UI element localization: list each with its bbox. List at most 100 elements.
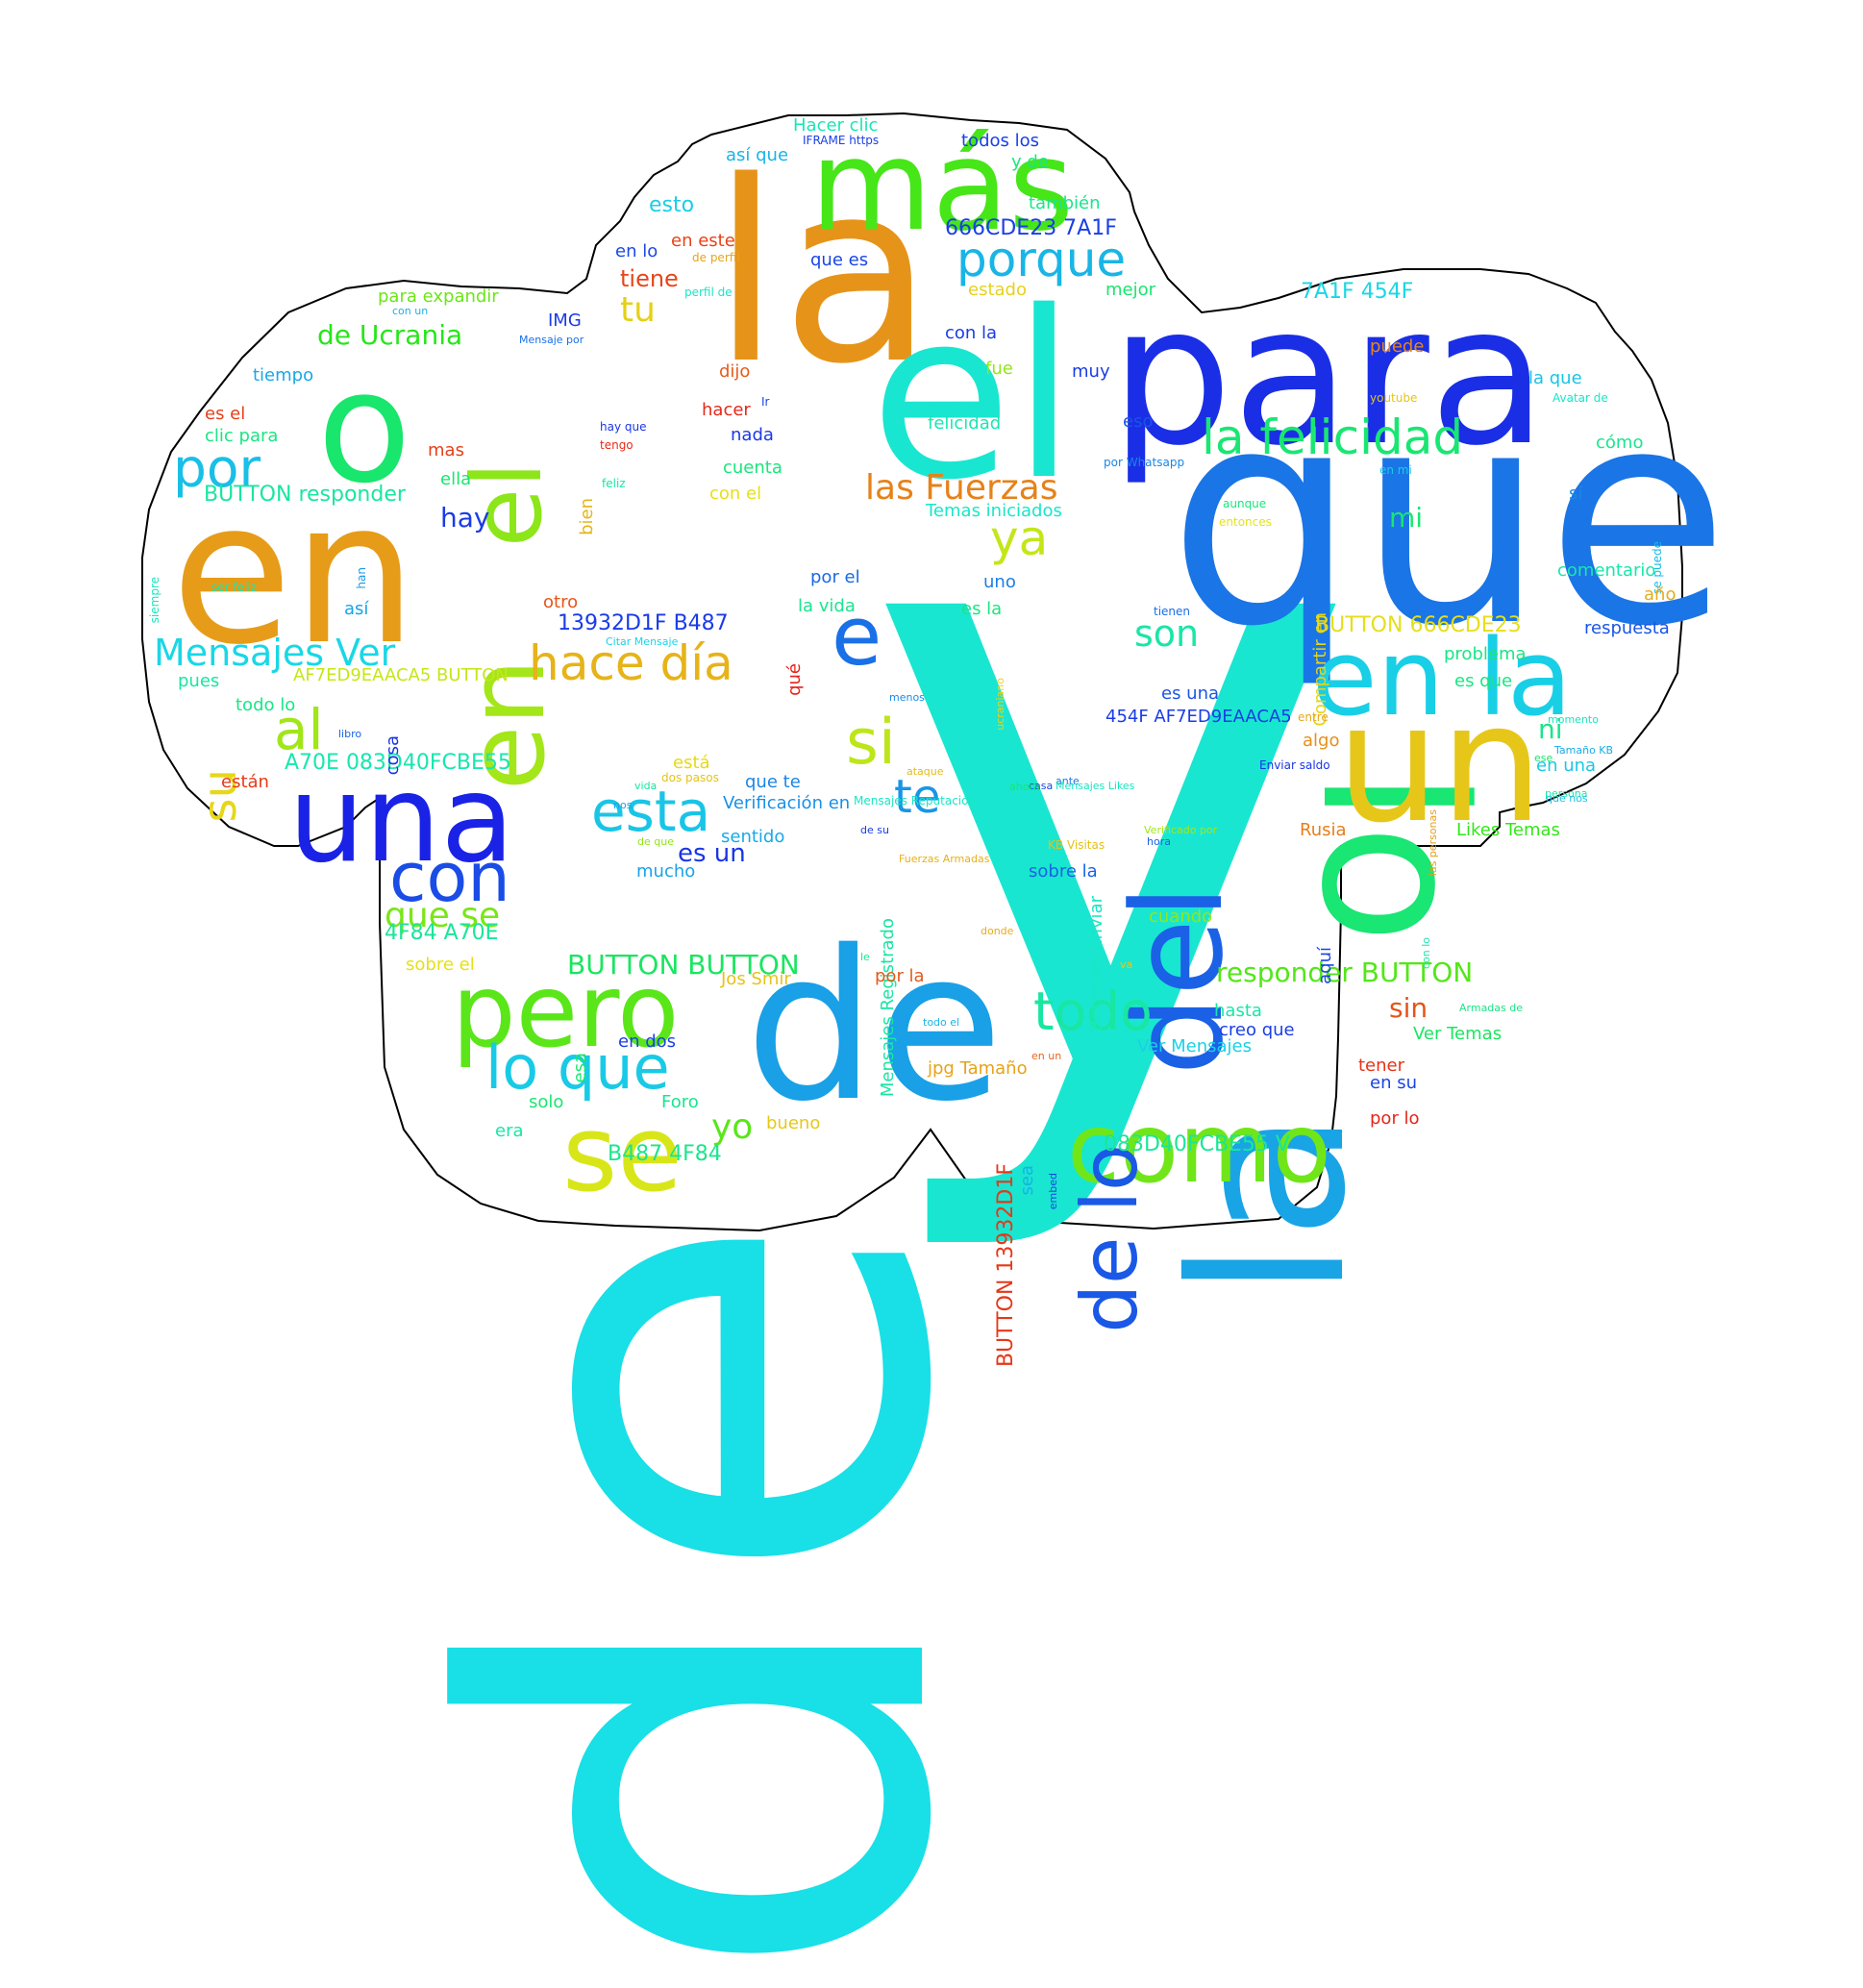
cloud-word: aunque: [1223, 497, 1267, 510]
cloud-word: hace día: [529, 635, 733, 691]
cloud-word: ese: [1534, 752, 1553, 764]
cloud-word: entre: [1298, 710, 1329, 724]
cloud-word: ante: [1056, 775, 1080, 787]
cloud-word: mejor: [1105, 280, 1156, 300]
cloud-word: la: [711, 129, 934, 419]
cloud-word: en su: [1370, 1073, 1417, 1093]
cloud-word: todo el: [923, 1016, 960, 1029]
cloud-word: Mensajes Ver: [154, 632, 396, 674]
cloud-word: una: [288, 750, 515, 889]
cloud-word: embed: [1047, 1173, 1059, 1210]
cloud-word: de Ucrania: [317, 319, 463, 351]
cloud-word: siempre: [148, 577, 161, 624]
cloud-word: 7A1F 454F: [1301, 280, 1414, 304]
cloud-word: ahora: [1009, 781, 1040, 793]
cloud-word: esa: [570, 1053, 590, 1083]
cloud-word: yo: [711, 1107, 754, 1147]
cloud-word: lo que: [485, 1032, 670, 1103]
cloud-word: que es: [810, 250, 869, 270]
cloud-word: para expandir: [378, 286, 499, 307]
cloud-word: de: [343, 1206, 1070, 1988]
cloud-word: 13932D1F B487: [558, 611, 729, 635]
cloud-word: responder BUTTON: [1216, 957, 1474, 988]
cloud-word: tienen: [1154, 605, 1191, 618]
cloud-word: con el: [709, 484, 762, 504]
cloud-word: ella: [440, 469, 472, 489]
cloud-word: si: [846, 707, 896, 779]
cloud-word: en la: [1312, 616, 1573, 739]
cloud-word: Temas iniciados: [926, 501, 1062, 521]
cloud-word: también: [1029, 193, 1101, 213]
cloud-word: más: [810, 112, 1075, 259]
cloud-word: problema: [1444, 644, 1527, 664]
cloud-word: así que: [726, 145, 789, 165]
cloud-word: Enviar saldo: [1259, 758, 1330, 772]
cloud-word: hay que: [600, 420, 647, 434]
cloud-word: mi: [1389, 502, 1424, 534]
cloud-word: vida: [634, 780, 658, 792]
cloud-word: la felicidad: [1202, 410, 1464, 465]
cloud-word: Rusia: [1300, 820, 1347, 840]
cloud-word: Hacer clic: [793, 115, 879, 136]
cloud-word: pero: [452, 953, 680, 1070]
cloud-word: hay: [440, 502, 490, 534]
cloud-word: las personas: [1427, 809, 1439, 877]
cloud-word: el: [870, 261, 1077, 531]
cloud-word: nada: [731, 425, 774, 445]
cloud-word: Ver Mensajes: [1137, 1036, 1252, 1056]
cloud-word: A70E 083D40FCBE55: [285, 751, 511, 775]
cloud-word: la vida: [798, 596, 856, 616]
cloud-word: la que: [1528, 368, 1582, 388]
cloud-word: comentario: [1557, 560, 1656, 581]
cloud-word: va: [1120, 958, 1133, 971]
cloud-word: todos los: [961, 131, 1039, 151]
cloud-word: creo que: [1219, 1020, 1295, 1040]
cloud-word: IMG: [548, 311, 582, 331]
cloud-word: tiempo: [253, 365, 314, 385]
cloud-word: Ir: [761, 395, 770, 409]
cloud-word: Verificación en: [723, 793, 851, 813]
cloud-word: aquí: [1315, 947, 1335, 984]
cloud-word: un: [1336, 669, 1544, 859]
cloud-word: esta: [591, 779, 711, 844]
cloud-word: BUTTON 13932D1F: [994, 1163, 1018, 1368]
cloud-outline: [141, 112, 1683, 1232]
cloud-word: Avatar de: [1552, 391, 1608, 405]
cloud-word: sin: [1389, 992, 1428, 1024]
cloud-word: con: [389, 838, 510, 917]
cloud-word: sobre la: [1029, 861, 1098, 882]
cloud-word: en: [171, 460, 418, 688]
cloud-word: 4F84 A70E: [385, 921, 499, 945]
cloud-word: en lo: [615, 241, 658, 261]
cloud-word: tener: [1358, 1056, 1405, 1076]
cloud-word: que: [1168, 345, 1729, 692]
cloud-word: AF7ED9EAACA5 BUTTON: [293, 665, 509, 685]
cloud-word: o: [317, 337, 411, 517]
cloud-word: dos pasos: [661, 771, 719, 784]
cloud-word: hacer: [702, 400, 751, 420]
cloud-word: Compartir en: [1310, 612, 1330, 727]
cloud-word: youtube: [1370, 391, 1418, 405]
cloud-word: en mi: [1379, 463, 1412, 477]
cloud-word: y de: [1011, 152, 1049, 172]
cloud-word: mas: [428, 440, 464, 460]
cloud-word: ya: [990, 510, 1049, 566]
cloud-word: Jos Smir: [721, 969, 791, 989]
cloud-word: 666CDE23 7A1F: [945, 216, 1117, 240]
cloud-word: porque: [956, 232, 1127, 287]
cloud-word: 454F AF7ED9EAACA5: [1105, 707, 1292, 727]
cloud-word: casa: [1029, 780, 1054, 792]
cloud-word: Mensajes Registrado: [878, 918, 898, 1098]
cloud-word: BUTTON 666CDE23: [1315, 613, 1522, 637]
cloud-word: año: [1644, 584, 1677, 605]
cloud-word: IFRAME https: [803, 134, 880, 147]
cloud-word: KB Visitas: [1048, 838, 1105, 852]
cloud-word: en una: [1536, 756, 1597, 776]
cloud-word: libro: [338, 728, 362, 740]
cloud-word: nos: [613, 799, 633, 811]
cloud-word: sobre el: [406, 955, 475, 975]
cloud-word: por el: [810, 567, 860, 587]
cloud-word: esto: [649, 193, 695, 217]
cloud-word: está: [673, 753, 710, 773]
cloud-word: Tamaño KB: [1554, 744, 1614, 757]
